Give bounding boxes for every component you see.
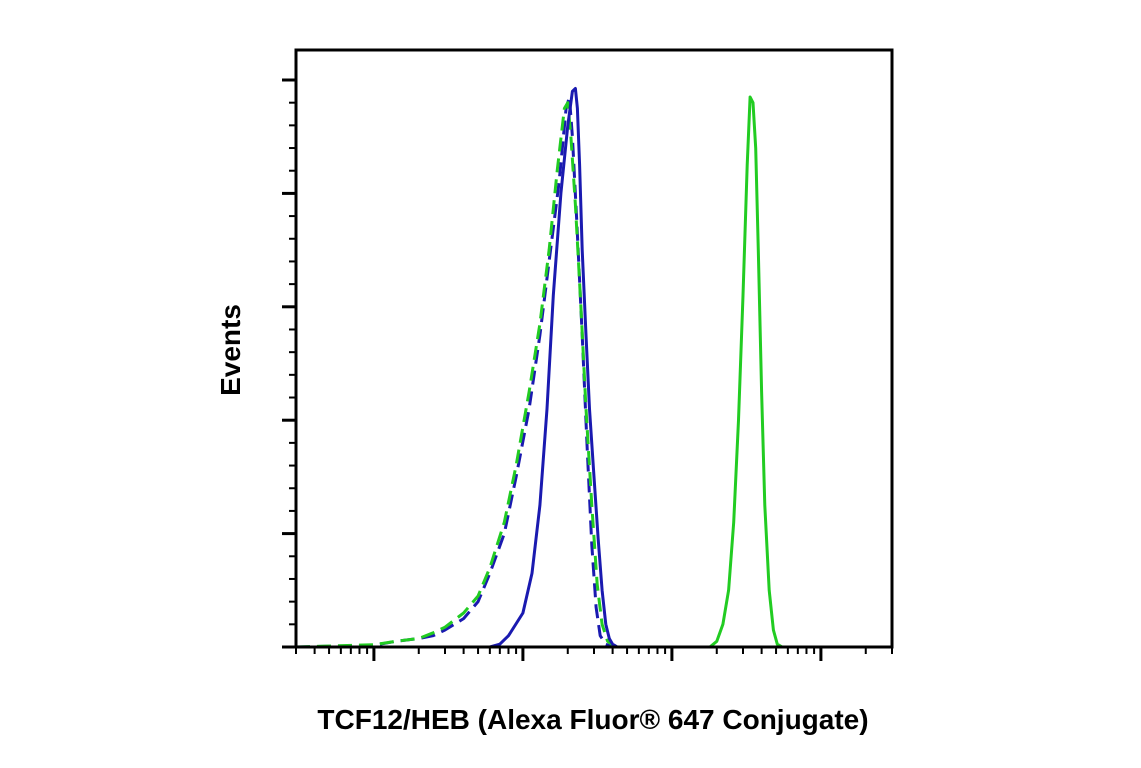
- series-line-2: [296, 95, 892, 649]
- series-line-3: [295, 95, 892, 649]
- y-axis-title: Events: [215, 304, 246, 396]
- x-axis-title: TCF12/HEB (Alexa Fluor® 647 Conjugate): [317, 704, 868, 735]
- series-line-4: [295, 101, 892, 649]
- axes-layer: [282, 48, 894, 661]
- series-layer: [295, 87, 892, 649]
- series-line-1: [296, 87, 892, 649]
